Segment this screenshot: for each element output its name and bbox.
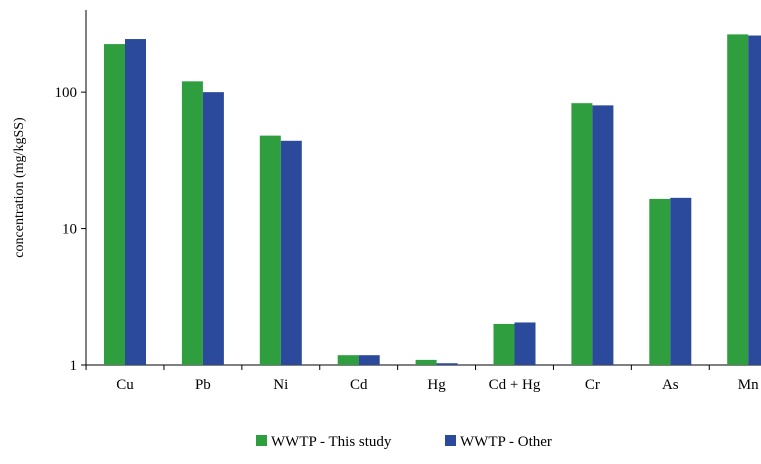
bar-this-study-cd — [337, 355, 359, 365]
bars — [104, 34, 761, 366]
bar-this-study-pb — [181, 81, 203, 365]
x-category-label: Hg — [427, 377, 446, 393]
bar-other-cu — [125, 39, 146, 365]
legend: WWTP - This study WWTP - Other — [256, 434, 552, 450]
bar-this-study-as — [649, 198, 671, 365]
x-category-label: As — [662, 377, 679, 393]
x-category-label: Ni — [273, 377, 288, 393]
y-axis-title: concentration (mg/kgSS) — [12, 117, 27, 258]
x-category-label: Pb — [195, 377, 211, 393]
x-category-label: Mn — [738, 377, 759, 393]
y-tick-label: 10 — [62, 222, 77, 238]
bar-this-study-cr — [571, 103, 593, 365]
bar-this-study-cd-hg — [493, 323, 515, 365]
bar-other-mn — [748, 35, 761, 366]
bar-other-cd — [358, 355, 380, 365]
legend-swatch-other — [445, 435, 456, 446]
bar-other-cr — [592, 105, 614, 366]
bar-this-study-cu — [104, 44, 125, 365]
bar-other-ni — [280, 140, 302, 365]
bar-this-study-mn — [727, 34, 749, 365]
bar-other-hg — [436, 363, 458, 365]
x-category-label: Cr — [585, 377, 600, 393]
y-tick-label: 1 — [70, 358, 78, 374]
x-category-label: Cd + Hg — [489, 377, 541, 393]
bar-other-as — [670, 197, 692, 365]
bar-other-cd-hg — [514, 322, 536, 365]
legend-swatch-this-study — [256, 435, 267, 446]
y-tick-label: 100 — [55, 85, 78, 101]
bar-this-study-hg — [415, 359, 437, 365]
labels: 1 10 100 concentration (mg/kgSS) Cu Pb Ni Cd Hg C… — [12, 85, 759, 393]
legend-label-other: WWTP - Other — [460, 434, 552, 450]
bar-other-pb — [202, 92, 224, 365]
legend-label-this-study: WWTP - This study — [271, 434, 392, 450]
x-category-label: Cu — [116, 377, 134, 393]
bar-this-study-ni — [259, 135, 281, 365]
x-category-label: Cd — [350, 377, 368, 393]
